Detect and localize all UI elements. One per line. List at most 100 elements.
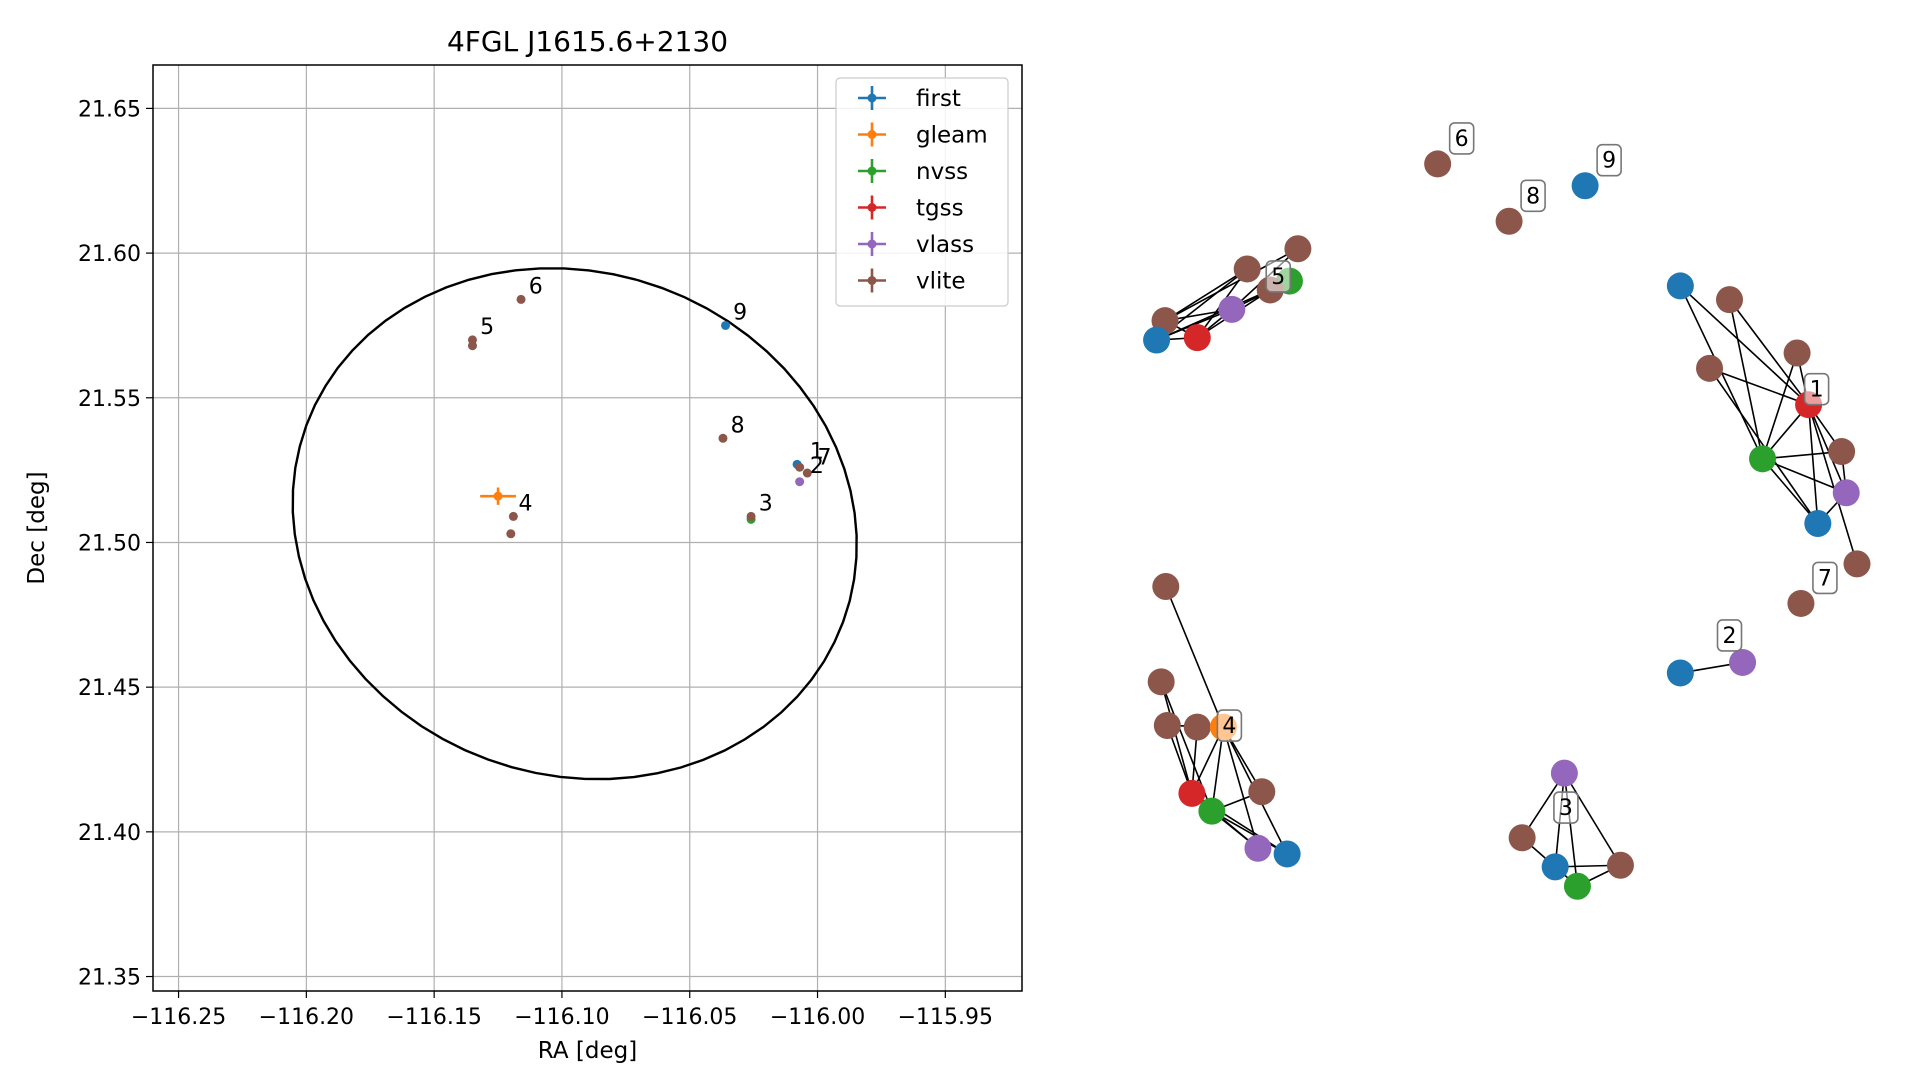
vlite-point bbox=[508, 511, 518, 521]
network-label-box bbox=[1216, 709, 1243, 742]
y-tick-label: 21.60 bbox=[78, 242, 141, 267]
y-tick-label: 21.45 bbox=[78, 676, 141, 701]
x-tick-label: −116.20 bbox=[259, 1005, 354, 1030]
annotation-label: 7 bbox=[818, 445, 832, 470]
network-edge bbox=[1709, 367, 1809, 406]
network-node-tgss bbox=[1183, 324, 1211, 352]
network-group-labels: 6 9 8 7 2 5 1 4 3 bbox=[1216, 122, 1838, 824]
network-graph-panel: 6 9 8 7 2 5 1 4 3 bbox=[1143, 122, 1871, 900]
network-edge bbox=[1761, 458, 1819, 524]
annotation-label: 6 bbox=[529, 275, 543, 300]
legend-entry-vlass: vlass bbox=[916, 232, 974, 258]
network-node-vlite bbox=[1606, 851, 1634, 879]
y-axis-label: Dec [deg] bbox=[24, 471, 50, 584]
network-group-label: 3 bbox=[1559, 796, 1573, 821]
point-annotations: 9 6 5 8 172 3 4 bbox=[480, 275, 831, 517]
legend-marker-dot bbox=[867, 93, 877, 103]
vlite-point bbox=[746, 511, 756, 521]
first-point bbox=[721, 320, 731, 330]
network-group-label: 7 bbox=[1818, 566, 1832, 591]
network-node-first bbox=[1273, 840, 1301, 868]
network-nodes bbox=[1143, 150, 1871, 900]
network-node-nvss bbox=[1749, 445, 1777, 473]
legend: first gleam nvss tgss vlass vlite bbox=[835, 77, 1009, 307]
x-tick-label: −116.25 bbox=[131, 1005, 226, 1030]
network-group-label: 2 bbox=[1723, 624, 1737, 649]
network-node-vlite bbox=[1696, 354, 1724, 382]
network-node-nvss bbox=[1198, 797, 1226, 825]
network-node-tgss bbox=[1178, 779, 1206, 807]
network-label-box bbox=[1596, 143, 1622, 177]
network-edge bbox=[1563, 772, 1622, 866]
vlite-point bbox=[516, 294, 526, 304]
network-label-box bbox=[1716, 619, 1743, 652]
legend-entry-tgss: tgss bbox=[916, 196, 964, 222]
vlite-point bbox=[795, 462, 805, 472]
x-tick-label: −116.05 bbox=[642, 1005, 737, 1030]
network-label-box bbox=[1448, 122, 1475, 155]
scatter-points bbox=[467, 294, 812, 539]
network-node-first bbox=[1666, 272, 1694, 300]
network-edge bbox=[1807, 404, 1819, 524]
legend-marker-dot bbox=[867, 239, 877, 249]
network-node-nvss bbox=[1563, 872, 1591, 900]
network-node-vlite bbox=[1495, 207, 1523, 235]
network-node-first bbox=[1666, 659, 1694, 687]
network-edge bbox=[1728, 299, 1810, 406]
network-edge bbox=[1807, 404, 1847, 494]
error-ellipse bbox=[291, 267, 858, 781]
network-node-vlass bbox=[1832, 479, 1860, 507]
annotation-label: 8 bbox=[731, 414, 745, 439]
network-node-vlite bbox=[1248, 778, 1276, 806]
network-node-vlite bbox=[1508, 824, 1536, 852]
vlite-point bbox=[802, 468, 812, 478]
network-edge bbox=[1728, 299, 1764, 459]
legend-marker-dot bbox=[867, 166, 877, 176]
network-edge bbox=[1211, 810, 1288, 855]
x-axis-ticks: −116.25 −116.20 −116.15 −116.10 −116.05 −116.… bbox=[131, 991, 993, 1030]
vlite-point bbox=[506, 529, 516, 539]
network-group-label: 8 bbox=[1526, 184, 1540, 209]
network-label-box bbox=[1265, 260, 1292, 293]
network-label-box bbox=[1812, 561, 1838, 595]
y-axis-ticks: 21.35 21.40 21.45 21.50 21.55 21.60 21.65 bbox=[78, 97, 153, 991]
annotation-label: 2 bbox=[810, 454, 824, 479]
chart-title: 4FGL J1615.6+2130 bbox=[447, 25, 728, 58]
network-node-vlite bbox=[1787, 589, 1815, 617]
network-node-vlite bbox=[1843, 550, 1871, 578]
network-label-box bbox=[1803, 372, 1830, 406]
network-node-first bbox=[1541, 853, 1569, 881]
localization-ellipse bbox=[291, 267, 858, 781]
network-edge bbox=[1165, 586, 1225, 728]
vlite-point bbox=[467, 341, 477, 351]
legend-marker-dot bbox=[867, 130, 877, 139]
legend-entry-first: first bbox=[916, 86, 961, 112]
network-label-box bbox=[1553, 791, 1579, 824]
vlite-point bbox=[718, 433, 728, 443]
network-node-vlite bbox=[1153, 711, 1181, 739]
plot-frame bbox=[152, 64, 1023, 992]
legend-entry-nvss: nvss bbox=[916, 159, 968, 185]
x-tick-label: −115.95 bbox=[898, 1005, 993, 1030]
network-edge bbox=[1761, 352, 1798, 460]
annotation-label: 4 bbox=[518, 492, 532, 517]
network-group-label: 4 bbox=[1222, 714, 1236, 739]
network-edge bbox=[1762, 458, 1847, 494]
legend-entry-gleam: gleam bbox=[916, 123, 988, 149]
network-node-vlite bbox=[1424, 150, 1452, 178]
vlass-point bbox=[795, 477, 805, 487]
network-node-vlite bbox=[1152, 572, 1180, 600]
network-node-vlite bbox=[1233, 255, 1261, 283]
network-group-label: 5 bbox=[1271, 265, 1285, 290]
network-node-vlass bbox=[1729, 648, 1757, 676]
x-axis-label: RA [deg] bbox=[538, 1038, 637, 1064]
gleam-point bbox=[493, 491, 503, 501]
network-node-vlite bbox=[1183, 713, 1211, 741]
network-edge bbox=[1807, 404, 1858, 565]
legend-entry-vlite: vlite bbox=[916, 269, 966, 295]
annotation-label: 3 bbox=[759, 492, 773, 517]
y-tick-label: 21.65 bbox=[78, 97, 141, 122]
x-tick-label: −116.10 bbox=[514, 1005, 609, 1030]
